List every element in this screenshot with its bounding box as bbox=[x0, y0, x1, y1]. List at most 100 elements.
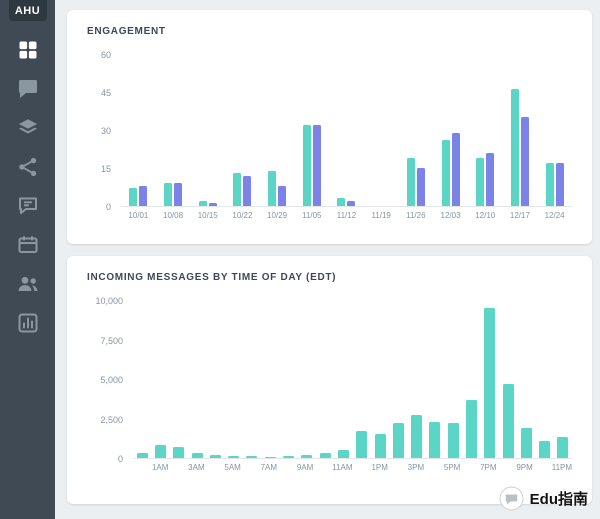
x-tick-label: 11AM bbox=[332, 463, 353, 472]
x-tick-label: 9AM bbox=[296, 463, 314, 472]
bar bbox=[539, 440, 551, 458]
x-tick-label bbox=[133, 463, 151, 472]
x-tick-label bbox=[425, 463, 443, 472]
sidebar-item-contacts[interactable] bbox=[16, 272, 40, 296]
sidebar-item-dashboard[interactable] bbox=[16, 38, 40, 62]
x-tick-label bbox=[242, 463, 260, 472]
engagement-card: ENGAGEMENT 60 45 30 15 0 10/01 10/08 10/15 10/2… bbox=[67, 10, 592, 244]
x-tick-label bbox=[461, 463, 479, 472]
engagement-plot-area bbox=[121, 55, 572, 207]
incoming-messages-chart: 10,000 7,500 5,000 2,500 0 1AM 3AM 5AM 7AM 9AM 11… bbox=[87, 296, 572, 472]
x-tick-label: 12/17 bbox=[509, 211, 530, 220]
bar bbox=[173, 446, 185, 458]
bar bbox=[136, 453, 148, 458]
bar bbox=[154, 445, 166, 458]
watermark-text: Edu指南 bbox=[529, 491, 588, 508]
y-tick-label: 60 bbox=[100, 50, 111, 60]
bar bbox=[228, 455, 240, 458]
bar bbox=[356, 431, 368, 458]
x-tick-label: 10/08 bbox=[163, 211, 184, 220]
bar bbox=[209, 454, 221, 458]
bar-series-1 bbox=[164, 183, 173, 206]
bar bbox=[264, 456, 276, 458]
x-tick-label bbox=[278, 463, 296, 472]
bar bbox=[557, 437, 569, 458]
x-tick-label bbox=[497, 463, 515, 472]
bar bbox=[283, 456, 295, 458]
bar bbox=[301, 455, 313, 458]
bar-series-2 bbox=[520, 117, 529, 206]
bar-series-1 bbox=[476, 157, 485, 206]
x-tick-label: 10/15 bbox=[197, 211, 218, 220]
bar bbox=[392, 423, 404, 458]
x-tick-label: 1PM bbox=[371, 463, 388, 472]
y-tick-label: 45 bbox=[100, 88, 111, 98]
x-tick-label: 10/01 bbox=[128, 211, 149, 220]
x-tick-label: 12/03 bbox=[440, 211, 461, 220]
bar-series-1 bbox=[302, 124, 311, 206]
incoming-messages-chart-title: INCOMING MESSAGES BY TIME OF DAY (EDT) bbox=[87, 272, 337, 283]
bar-group bbox=[164, 183, 183, 206]
workspace-badge[interactable]: AHU bbox=[8, 0, 47, 21]
bar-series-2 bbox=[139, 185, 148, 206]
bar-group bbox=[476, 152, 495, 206]
y-tick-label: 0 bbox=[105, 202, 111, 212]
bar-series-2 bbox=[278, 185, 287, 206]
messages-plot-area bbox=[133, 301, 572, 459]
bar bbox=[411, 415, 423, 458]
bar bbox=[429, 421, 441, 458]
layers-icon bbox=[16, 116, 40, 140]
y-tick-label: 30 bbox=[100, 126, 111, 136]
calendar-icon bbox=[16, 233, 40, 257]
grid-icon bbox=[16, 38, 40, 62]
sidebar-item-feed[interactable] bbox=[16, 194, 40, 218]
bar-group bbox=[268, 170, 287, 206]
y-tick-label: 15 bbox=[100, 164, 111, 174]
bar-group bbox=[545, 162, 564, 206]
bar-series-2 bbox=[312, 124, 321, 206]
bar-series-1 bbox=[337, 198, 346, 206]
bar-series-2 bbox=[174, 183, 183, 206]
x-tick-label: 7PM bbox=[480, 463, 497, 472]
bar-group bbox=[233, 173, 252, 206]
dashboard-content: ENGAGEMENT 60 45 30 15 0 10/01 10/08 10/15 10/2… bbox=[55, 0, 600, 519]
chat-icon bbox=[16, 77, 40, 101]
bar bbox=[520, 427, 532, 458]
bar-group bbox=[337, 198, 356, 206]
users-icon bbox=[16, 272, 40, 296]
x-tick-label bbox=[314, 463, 332, 472]
bar-series-1 bbox=[510, 89, 519, 206]
sidebar-item-reports[interactable] bbox=[16, 311, 40, 335]
bar-series-1 bbox=[198, 200, 207, 206]
sidebar-item-calendar[interactable] bbox=[16, 233, 40, 257]
sidebar-item-publishing[interactable] bbox=[16, 116, 40, 140]
sidebar-item-messages[interactable] bbox=[16, 77, 40, 101]
x-tick-label bbox=[205, 463, 223, 472]
engagement-chart: 60 45 30 15 0 10/01 10/08 10/15 10/22 10/29 11/05… bbox=[87, 50, 572, 220]
bar-group bbox=[198, 200, 217, 206]
bar bbox=[337, 450, 349, 458]
chat-bubble-icon bbox=[499, 486, 524, 511]
engagement-chart-title: ENGAGEMENT bbox=[87, 26, 166, 37]
incoming-messages-card: INCOMING MESSAGES BY TIME OF DAY (EDT) 1… bbox=[67, 256, 592, 504]
sidebar-item-share[interactable] bbox=[16, 155, 40, 179]
messages-x-axis: 1AM 3AM 5AM 7AM 9AM 11AM 1PM 3PM 5PM 7PM 9PM 11PM bbox=[133, 463, 572, 472]
share-icon bbox=[16, 155, 40, 179]
x-tick-label bbox=[534, 463, 552, 472]
bar-series-1 bbox=[129, 188, 138, 206]
bar bbox=[484, 307, 496, 458]
x-tick-label: 12/24 bbox=[544, 211, 565, 220]
y-tick-label: 5,000 bbox=[100, 375, 123, 385]
bar-series-1 bbox=[233, 173, 242, 206]
x-tick-label: 11/19 bbox=[371, 211, 391, 220]
x-tick-label: 11/05 bbox=[302, 211, 322, 220]
bar bbox=[246, 456, 258, 458]
bar bbox=[374, 434, 386, 458]
sidebar-nav bbox=[16, 38, 40, 335]
feed-icon bbox=[16, 194, 40, 218]
bar-series-2 bbox=[555, 162, 564, 206]
bar-group bbox=[302, 124, 321, 206]
x-tick-label: 3PM bbox=[407, 463, 425, 472]
bar-series-2 bbox=[451, 132, 460, 206]
y-tick-label: 10,000 bbox=[95, 296, 123, 306]
